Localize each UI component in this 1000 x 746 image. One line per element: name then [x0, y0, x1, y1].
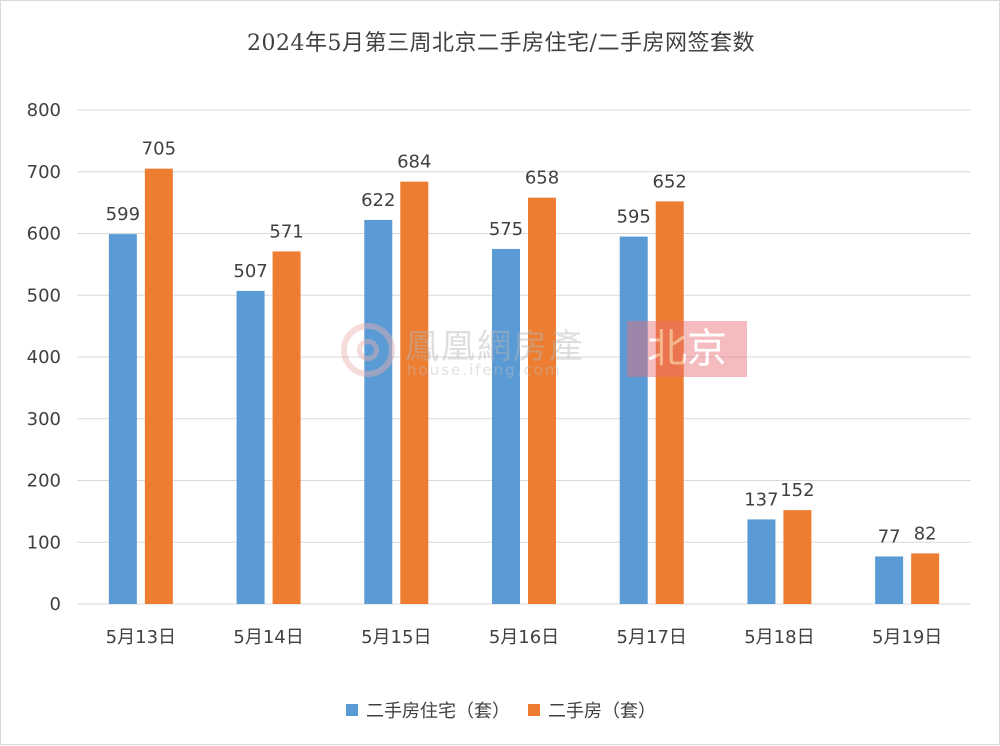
legend-label-series-1: 二手房住宅（套）: [366, 701, 510, 722]
y-tick-label: 100: [27, 532, 61, 553]
bar-series-2: [400, 181, 429, 604]
data-label-series-1: 137: [744, 489, 778, 510]
bar-series-1: [108, 234, 137, 604]
data-label-series-1: 77: [878, 526, 901, 547]
legend-label-series-2: 二手房（套）: [548, 701, 656, 722]
legend: 二手房住宅（套） 二手房（套）: [1, 697, 1000, 723]
bar-series-1: [875, 556, 904, 604]
y-tick-label: 0: [50, 594, 61, 615]
bar-series-2: [655, 201, 684, 604]
x-tick-label: 5月13日: [106, 627, 176, 648]
bar-series-2: [911, 553, 940, 604]
data-label-series-2: 658: [525, 168, 559, 189]
legend-swatch-series-1: [346, 704, 358, 716]
bar-series-1: [236, 290, 265, 604]
legend-item-series-1: 二手房住宅（套）: [346, 697, 510, 723]
bar-series-2: [144, 168, 173, 604]
data-label-series-1: 595: [617, 207, 651, 228]
data-label-series-1: 575: [489, 219, 523, 240]
bar-series-2: [783, 510, 812, 604]
bar-series-1: [364, 219, 393, 605]
y-tick-label: 200: [27, 471, 61, 492]
x-tick-label: 5月16日: [489, 627, 559, 648]
y-tick-label: 600: [27, 224, 61, 245]
bar-series-1: [747, 519, 776, 604]
data-label-series-2: 652: [653, 171, 687, 192]
bar-series-2: [528, 197, 556, 604]
data-label-series-1: 507: [233, 261, 267, 282]
legend-swatch-series-2: [528, 704, 540, 716]
y-tick-label: 300: [27, 409, 61, 430]
data-label-series-2: 571: [269, 221, 303, 242]
chart-title: 2024年5月第三周北京二手房住宅/二手房网签套数: [247, 31, 755, 56]
x-tick-label: 5月18日: [744, 627, 814, 648]
x-tick-label: 5月15日: [361, 627, 431, 648]
y-tick-label: 700: [27, 162, 61, 183]
data-label-series-2: 152: [780, 480, 814, 501]
data-label-series-2: 684: [397, 152, 431, 173]
y-tick-label: 400: [27, 347, 61, 368]
data-label-series-2: 82: [914, 523, 937, 544]
x-tick-label: 5月19日: [872, 627, 942, 648]
data-label-series-2: 705: [142, 139, 176, 160]
x-tick-label: 5月17日: [617, 627, 687, 648]
bar-series-1: [492, 248, 520, 604]
data-label-series-1: 622: [361, 190, 395, 211]
data-label-series-1: 599: [106, 204, 140, 225]
bar-series-2: [272, 251, 301, 604]
x-tick-label: 5月14日: [233, 627, 303, 648]
y-tick-label: 800: [27, 100, 61, 121]
y-tick-label: 500: [27, 285, 61, 306]
legend-item-series-2: 二手房（套）: [528, 697, 656, 723]
bar-series-1: [619, 236, 648, 604]
